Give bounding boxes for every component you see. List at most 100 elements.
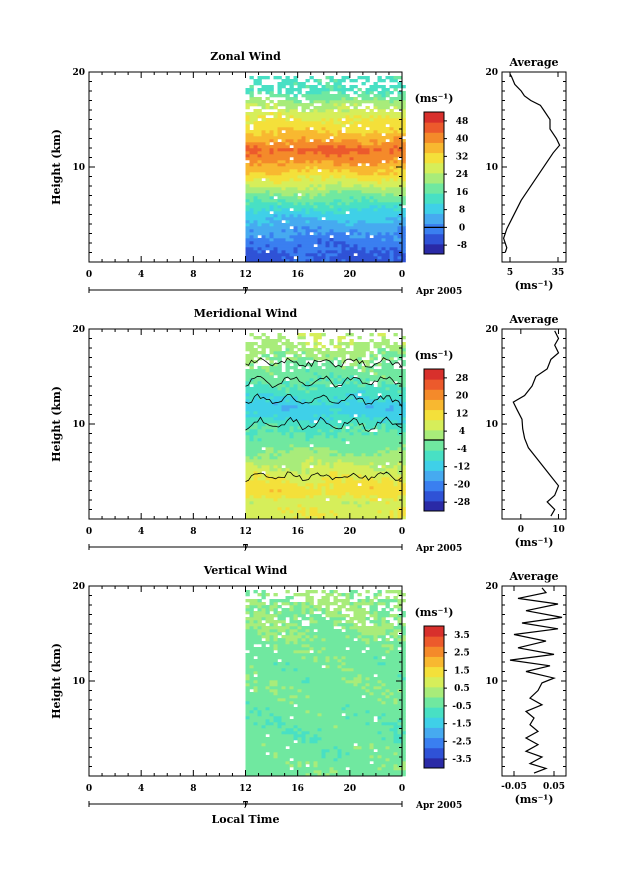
colorbar-tick-label: 2.5 (454, 649, 470, 659)
panel-title: Zonal Wind (210, 50, 281, 63)
colorbar-swatch (424, 112, 444, 123)
colorbar-swatch (424, 122, 444, 133)
avg-x-tick-label: 35 (552, 268, 565, 278)
colorbar-swatch (424, 480, 444, 492)
colorbar-tick-label: 16 (456, 188, 469, 198)
colorbar-swatch (424, 233, 444, 245)
colorbar-swatch (424, 460, 444, 471)
y-tick-label: 20 (72, 68, 85, 78)
colorbar-swatch (424, 389, 444, 400)
avg-x-tick-label: 5 (507, 268, 513, 278)
y-tick-label: 10 (72, 420, 85, 430)
x-tick-label: 0 (86, 270, 92, 280)
colorbar-swatch (424, 172, 444, 184)
colorbar-tick-label: 40 (456, 135, 469, 145)
zero-contours (245, 357, 402, 482)
y-tick-label: 10 (72, 163, 85, 173)
x-tick-label: 4 (138, 527, 144, 537)
date-label: Apr 2005 (415, 544, 462, 554)
colorbar-swatch (424, 409, 444, 421)
colorbar-swatch (424, 379, 444, 390)
colorbar-tick-label: -1.5 (452, 720, 471, 730)
colorbar-tick-label: -3.5 (452, 755, 471, 765)
avg-x-label: (ms⁻¹) (515, 279, 554, 292)
heatmap-field (245, 333, 406, 520)
avg-x-tick-label: 10 (552, 525, 565, 535)
average-frame (501, 71, 567, 263)
colorbar-swatch (424, 646, 444, 657)
avg-y-tick-label: 20 (485, 582, 498, 592)
average-frame (501, 328, 567, 520)
y-axis-label: Height (km) (50, 129, 63, 205)
x-tick-label: 20 (344, 270, 357, 280)
avg-x-label: (ms⁻¹) (515, 536, 554, 549)
avg-y-tick-label: 20 (485, 325, 498, 335)
contour-line (245, 393, 402, 407)
colorbar: 48 40 32 24 16 8 0 -8 (ms⁻¹) (415, 92, 469, 255)
average-title: Average (508, 570, 558, 583)
x-tick-label: 16 (291, 784, 304, 794)
colorbar-tick-label: -12 (454, 463, 470, 473)
colorbar-tick-label: -2.5 (452, 737, 471, 747)
contour-line (245, 357, 402, 368)
colorbar-swatch (424, 152, 444, 164)
colorbar-swatch (424, 500, 444, 512)
x-tick-label: 12 (239, 527, 252, 537)
colorbar-tick-label: -8 (457, 241, 467, 251)
colorbar-swatch (424, 419, 444, 431)
colorbar-swatch (424, 193, 444, 204)
x-tick-label: 12 (239, 270, 252, 280)
avg-y-tick-label: 10 (485, 163, 498, 173)
colorbar-swatch (424, 162, 444, 174)
colorbar-swatch (424, 450, 444, 461)
colorbar-swatch (424, 132, 444, 143)
average-line (509, 587, 563, 774)
colorbar-swatch (424, 656, 444, 668)
colorbar-swatch (424, 369, 444, 380)
avg-y-tick-label: 10 (485, 420, 498, 430)
x-tick-label: 4 (138, 270, 144, 280)
x-tick-label: 20 (344, 527, 357, 537)
x-tick-label: 16 (291, 527, 304, 537)
colorbar-swatch (424, 203, 444, 214)
colorbar-swatch (424, 747, 444, 759)
x-axis-label: Local Time (212, 813, 280, 826)
y-tick-label: 10 (72, 677, 85, 687)
x-tick-label: 0 (86, 527, 92, 537)
colorbar-swatch (424, 697, 444, 708)
y-axis-label: Height (km) (50, 386, 63, 462)
avg-x-tick-label: -0.05 (501, 782, 527, 792)
colorbar-swatch (424, 626, 444, 637)
colorbar-swatch (424, 636, 444, 647)
colorbar-swatch (424, 676, 444, 688)
colorbar-swatch (424, 243, 444, 255)
colorbar-frame (423, 625, 445, 769)
average-title: Average (508, 313, 558, 326)
colorbar-tick-label: -28 (454, 498, 470, 508)
x-tick-label: 12 (239, 784, 252, 794)
heatmap-field (245, 590, 406, 777)
colorbar-unit: (ms⁻¹) (415, 92, 454, 105)
colorbar-swatch (424, 223, 444, 235)
average-line (512, 330, 560, 517)
colorbar-swatch (424, 686, 444, 698)
colorbar-tick-label: 20 (456, 392, 469, 402)
avg-x-label: (ms⁻¹) (515, 793, 554, 806)
colorbar-tick-label: 3.5 (454, 631, 470, 641)
date-day-label: 7 (242, 544, 248, 554)
date-label: Apr 2005 (415, 287, 462, 297)
avg-y-tick-label: 20 (485, 68, 498, 78)
colorbar-swatch (424, 717, 444, 728)
x-tick-label: 8 (190, 784, 196, 794)
colorbar: 28 20 12 4 -4 -12 -20 -28 (ms⁻¹) (415, 349, 470, 512)
colorbar-swatch (424, 666, 444, 678)
date-day-label: 7 (242, 801, 248, 811)
colorbar-tick-label: 12 (456, 409, 469, 419)
colorbar-tick-label: 4 (459, 427, 465, 437)
colorbar: 3.5 2.5 1.5 0.5 -0.5 -1.5 -2.5 -3.5 (ms⁻¹) (415, 606, 472, 769)
x-tick-label: 16 (291, 270, 304, 280)
average-line (502, 73, 561, 253)
colorbar-unit: (ms⁻¹) (415, 349, 454, 362)
panel-title: Meridional Wind (194, 307, 298, 320)
